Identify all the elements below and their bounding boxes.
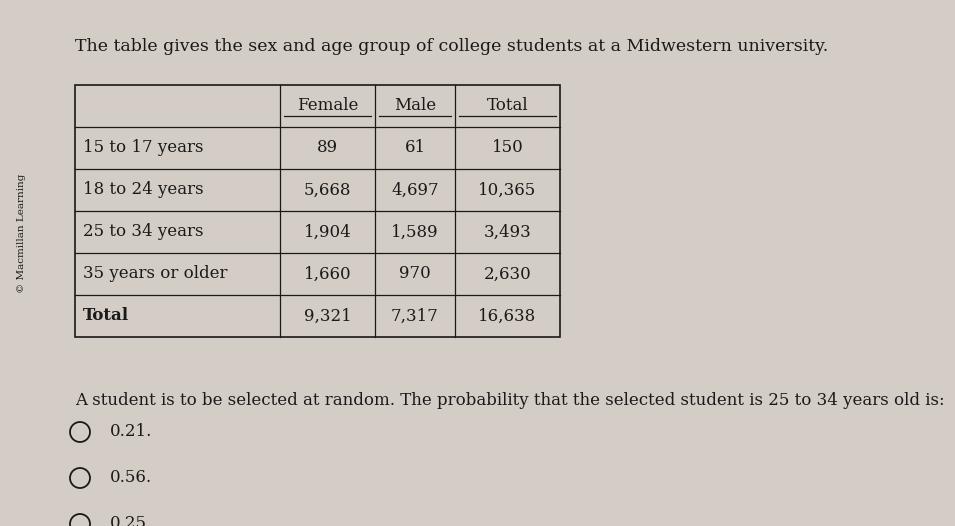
Text: 5,668: 5,668 xyxy=(304,181,351,198)
Text: 970: 970 xyxy=(399,266,431,282)
Text: 18 to 24 years: 18 to 24 years xyxy=(83,181,203,198)
Text: 1,660: 1,660 xyxy=(304,266,351,282)
Text: 0.56.: 0.56. xyxy=(110,470,152,487)
Text: 3,493: 3,493 xyxy=(483,224,531,240)
Text: 61: 61 xyxy=(404,139,426,157)
Text: 16,638: 16,638 xyxy=(478,308,537,325)
Text: Total: Total xyxy=(83,308,129,325)
Text: 9,321: 9,321 xyxy=(304,308,351,325)
Text: Male: Male xyxy=(394,97,436,115)
Text: The table gives the sex and age group of college students at a Midwestern univer: The table gives the sex and age group of… xyxy=(75,38,828,55)
Text: 0.21.: 0.21. xyxy=(110,423,153,440)
Text: 0.25.: 0.25. xyxy=(110,515,152,526)
Text: 1,589: 1,589 xyxy=(392,224,438,240)
Text: 35 years or older: 35 years or older xyxy=(83,266,227,282)
Text: 2,630: 2,630 xyxy=(483,266,531,282)
Text: 89: 89 xyxy=(317,139,338,157)
Text: 150: 150 xyxy=(492,139,523,157)
Text: © Macmillan Learning: © Macmillan Learning xyxy=(17,173,27,292)
Text: 25 to 34 years: 25 to 34 years xyxy=(83,224,203,240)
Text: 15 to 17 years: 15 to 17 years xyxy=(83,139,203,157)
Text: Female: Female xyxy=(297,97,358,115)
Text: 1,904: 1,904 xyxy=(304,224,351,240)
Text: 7,317: 7,317 xyxy=(391,308,439,325)
Text: 10,365: 10,365 xyxy=(478,181,537,198)
Text: 4,697: 4,697 xyxy=(392,181,438,198)
Text: Total: Total xyxy=(487,97,528,115)
Bar xyxy=(75,85,560,337)
Text: A student is to be selected at random. The probability that the selected student: A student is to be selected at random. T… xyxy=(75,392,944,409)
